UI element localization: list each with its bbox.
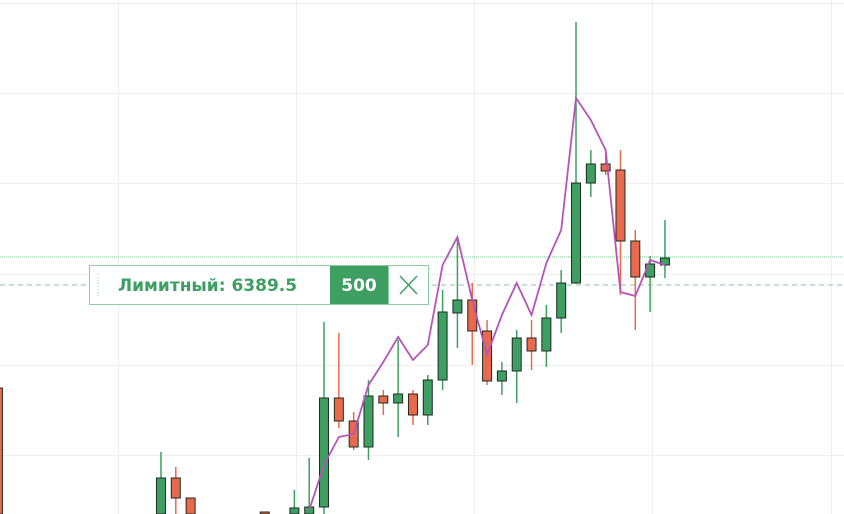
candle-body [630, 240, 641, 278]
candle-body [467, 299, 478, 332]
candle-body [452, 299, 463, 314]
candle-body [319, 397, 330, 508]
order-quantity: 500 [341, 276, 377, 296]
candle-body [170, 477, 181, 499]
candle-body [511, 337, 522, 372]
cancel-button[interactable] [389, 266, 428, 304]
candle-body [437, 311, 448, 381]
order-widget: Лимитный: 6389.5 500 [89, 265, 429, 305]
candle-body [393, 393, 404, 404]
plot [0, 22, 670, 514]
candle-body [363, 395, 374, 448]
order-text: Лимитный: 6389.5 [118, 276, 297, 296]
order-price: 6389.5 [231, 276, 297, 296]
order-type: Лимитный: [118, 276, 226, 296]
candle-body [378, 395, 389, 404]
candle-body [600, 163, 611, 172]
candle-body [289, 507, 300, 514]
candle-body [185, 497, 196, 514]
candle-body [407, 393, 418, 416]
candle-body [585, 163, 596, 184]
candle-body [422, 379, 433, 416]
candle-body [0, 387, 3, 514]
quantity-box[interactable] [330, 266, 388, 304]
candle-body [615, 169, 626, 242]
candle-body [526, 337, 537, 352]
candle-body [556, 282, 567, 319]
candle-body [155, 477, 166, 514]
indicator-line [308, 95, 666, 511]
candle-body [304, 506, 315, 514]
candle-body [571, 182, 582, 284]
candle-body [541, 317, 552, 352]
candle-body [496, 370, 507, 382]
candle-body [333, 397, 344, 422]
cancel-icon [399, 275, 418, 295]
